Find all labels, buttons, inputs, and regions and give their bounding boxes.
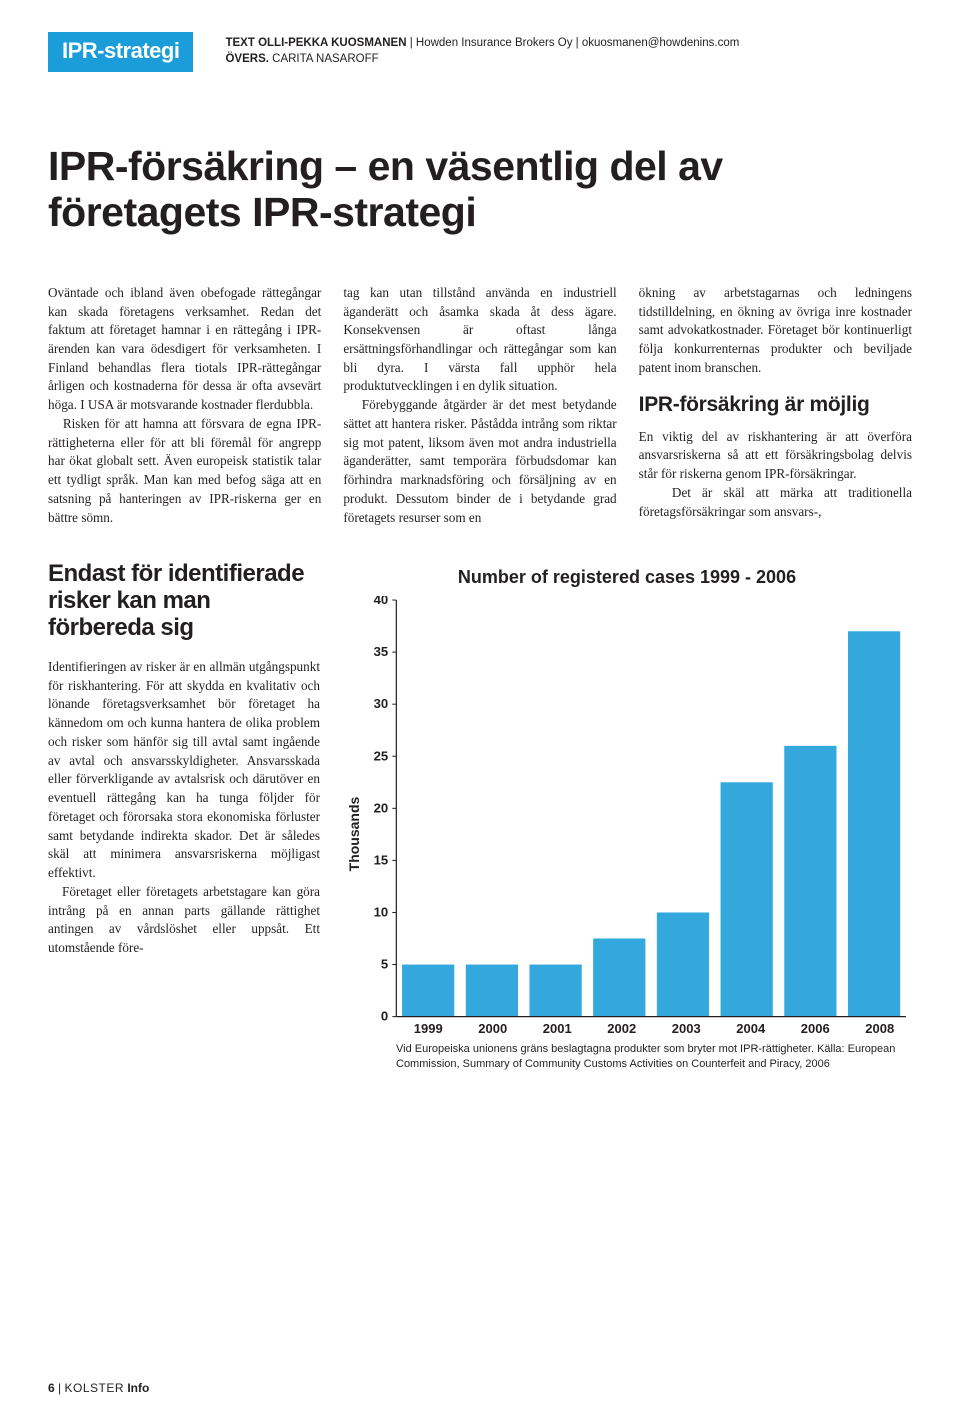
byline-trans-label: ÖVERS.: [225, 53, 268, 65]
chart-x-tick: 2006: [783, 1021, 848, 1036]
svg-text:10: 10: [374, 905, 389, 920]
lower-left-p2: Företaget eller företagets arbetstagare …: [48, 883, 320, 958]
chart-y-label: Thousands: [342, 596, 366, 1071]
svg-text:0: 0: [381, 1009, 388, 1021]
svg-text:35: 35: [374, 645, 389, 660]
chart-container: Number of registered cases 1999 - 2006 T…: [342, 561, 912, 1071]
lower-section: Endast för identifierade risker kan man …: [48, 561, 912, 1071]
page-number: 6: [48, 1381, 55, 1395]
column-2: tag kan utan tillstånd använda en indust…: [343, 284, 616, 528]
chart-x-labels: 19992000200120022003200420062008: [366, 1021, 912, 1036]
col2-text: tag kan utan tillstånd använda en indust…: [343, 284, 616, 528]
byline: TEXT OLLI-PEKKA KUOSMANEN | Howden Insur…: [225, 32, 739, 67]
lower-left-heading: Endast för identifierade risker kan man …: [48, 561, 320, 642]
lower-left-p1: Identifieringen av risker är en allmän u…: [48, 658, 320, 883]
column-1: Oväntade och ibland även obefogade rätte…: [48, 284, 321, 528]
byline-author: TEXT OLLI-PEKKA KUOSMANEN: [225, 37, 406, 49]
chart-x-tick: 2001: [525, 1021, 590, 1036]
col1-text: Oväntade och ibland även obefogade rätte…: [48, 284, 321, 528]
article-header: IPR-strategi TEXT OLLI-PEKKA KUOSMANEN |…: [48, 32, 912, 72]
footer-brand2: Info: [127, 1381, 149, 1395]
chart-x-tick: 2000: [461, 1021, 526, 1036]
chart-x-tick: 1999: [396, 1021, 461, 1036]
col3-p1: ökning av arbetstagarnas och ledningens …: [639, 284, 912, 378]
bar-chart: 0 5 10 15 20 25 30 35 40: [366, 596, 912, 1021]
section-tag: IPR-strategi: [48, 32, 193, 72]
page-footer: 6 | KOLSTER Info: [48, 1381, 149, 1395]
chart-x-tick: 2008: [848, 1021, 913, 1036]
byline-translator: CARITA NASAROFF: [269, 53, 379, 65]
svg-text:40: 40: [374, 596, 389, 607]
footer-brand1: KOLSTER: [64, 1381, 124, 1395]
svg-text:15: 15: [374, 853, 389, 868]
col3-p2: En viktig del av riskhantering är att öv…: [639, 428, 912, 522]
svg-text:30: 30: [374, 697, 389, 712]
col3-subheading: IPR-försäkring är möjlig: [639, 393, 912, 417]
chart-x-tick: 2004: [719, 1021, 784, 1036]
svg-text:5: 5: [381, 957, 388, 972]
body-columns-top: Oväntade och ibland även obefogade rätte…: [48, 284, 912, 528]
svg-text:20: 20: [374, 801, 389, 816]
byline-affil: | Howden Insurance Brokers Oy | okuosman…: [407, 37, 740, 49]
lower-left-column: Endast för identifierade risker kan man …: [48, 561, 320, 1071]
svg-text:25: 25: [374, 749, 389, 764]
chart-caption: Vid Europeiska unionens gräns beslagtagn…: [366, 1042, 912, 1072]
chart-title: Number of registered cases 1999 - 2006: [342, 567, 912, 588]
article-headline: IPR-försäkring – en väsentlig del av för…: [48, 144, 912, 236]
chart-x-tick: 2002: [590, 1021, 655, 1036]
column-3: ökning av arbetstagarnas och ledningens …: [639, 284, 912, 528]
chart-x-tick: 2003: [654, 1021, 719, 1036]
